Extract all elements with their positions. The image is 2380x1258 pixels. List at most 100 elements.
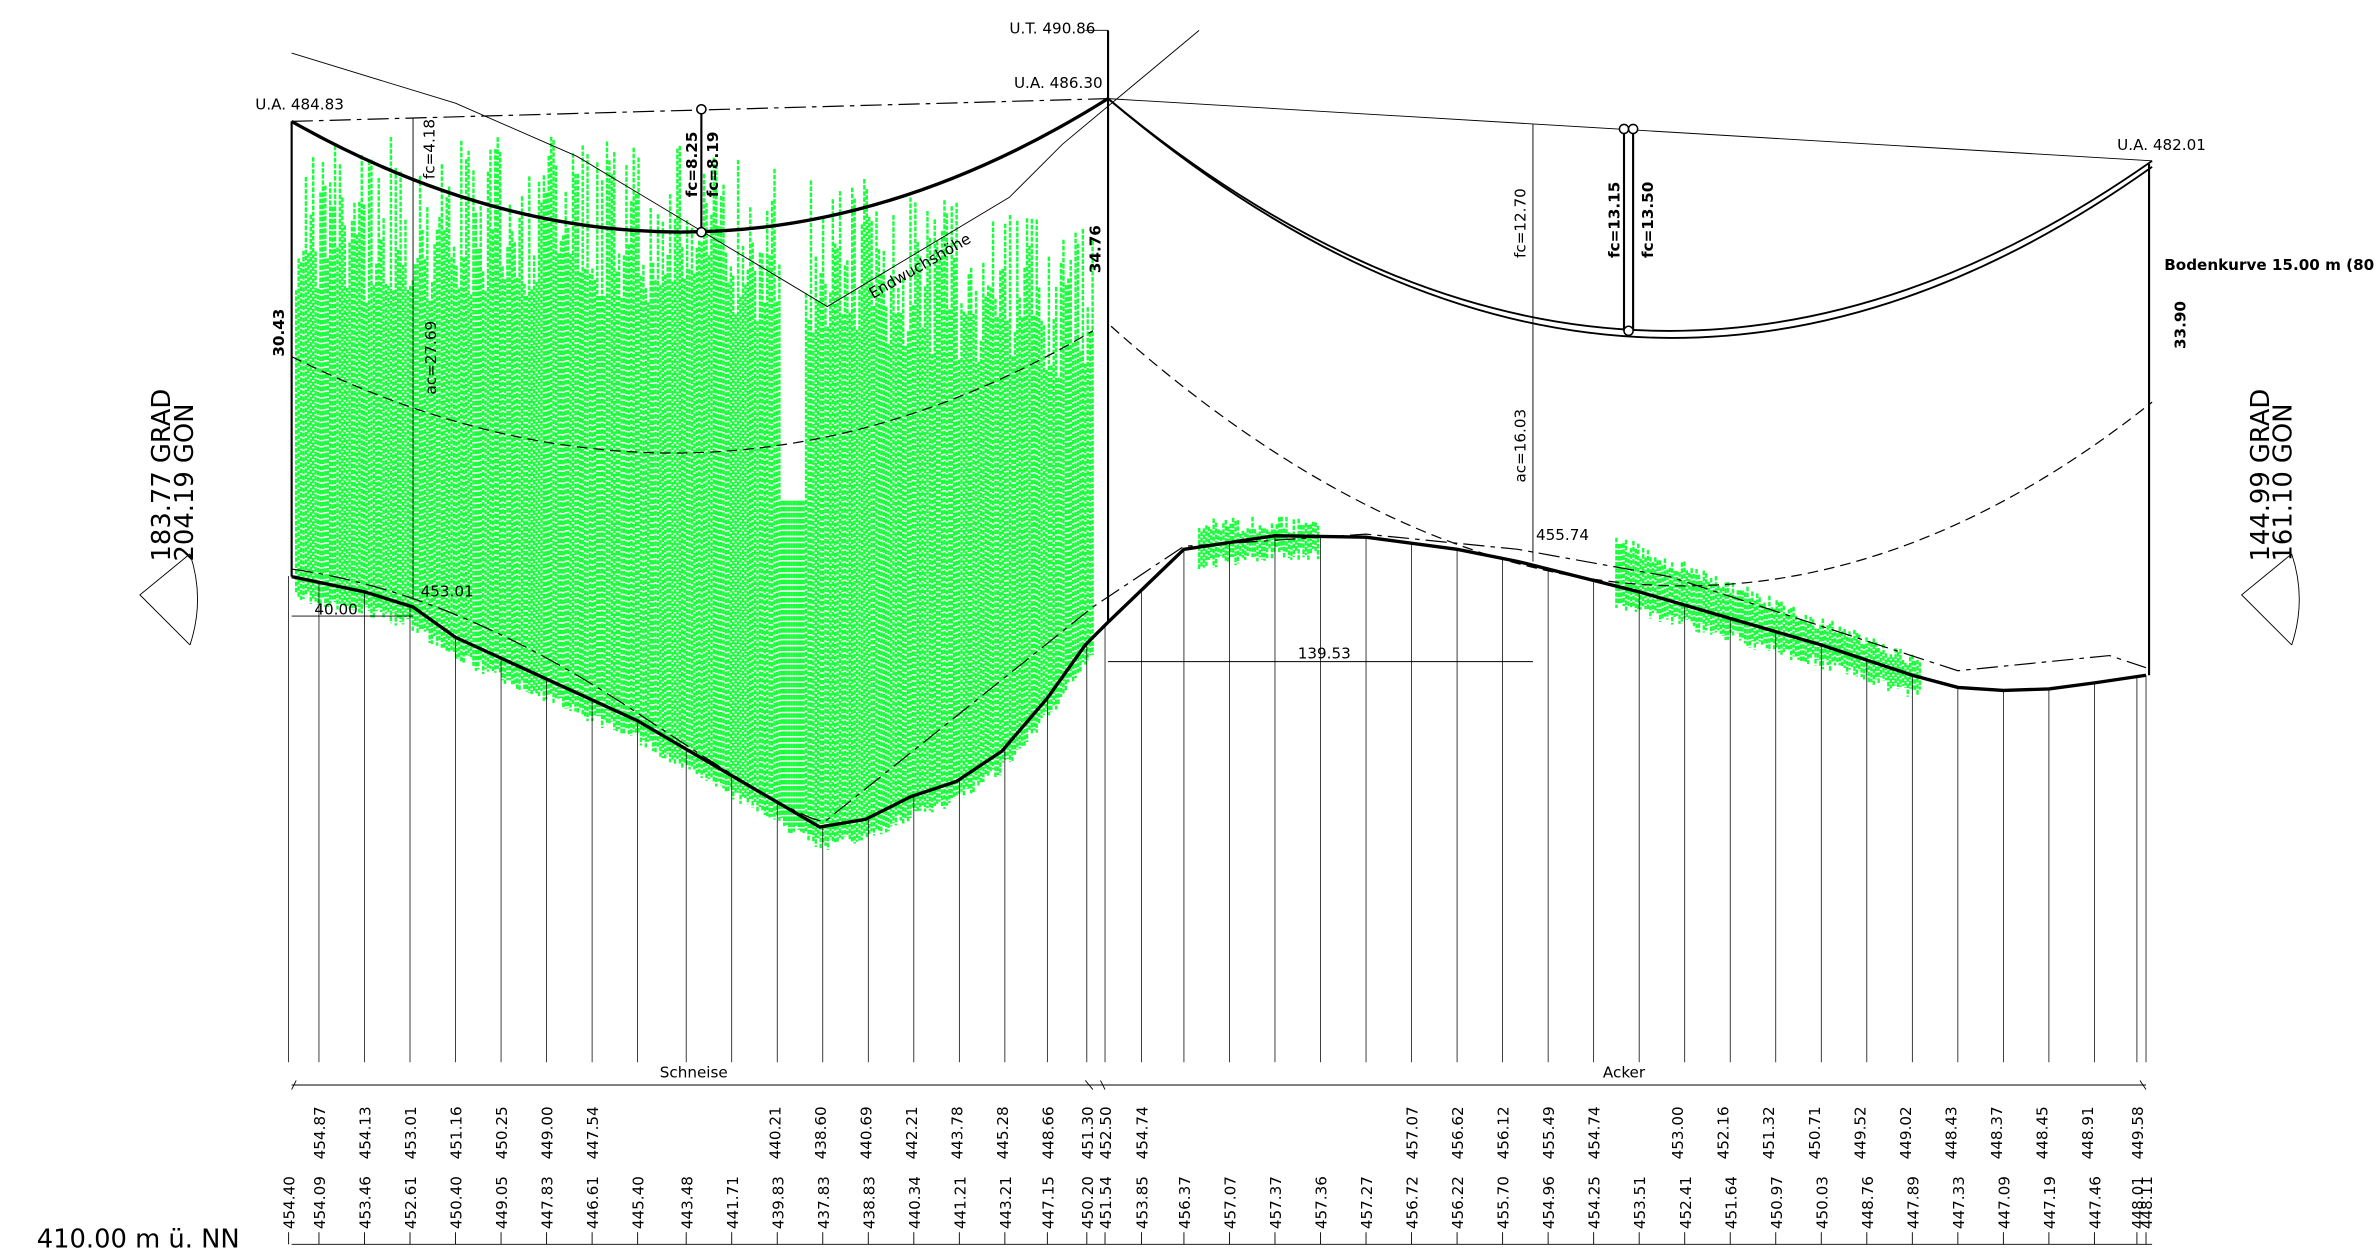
vegetation-height: 448.43 [1942,1106,1960,1159]
terrain-height: 440.34 [906,1176,924,1229]
terrain-height: 455.70 [1495,1176,1513,1229]
ground-curve-label: Bodenkurve 15.00 m (80 °C) [2164,256,2380,274]
terrain-height: 447.19 [2041,1176,2059,1229]
marker [696,226,707,238]
section-label: Acker [1603,1063,1646,1081]
angle-grad: 183.77 GRAD [147,389,177,562]
section-ticks [291,1080,2147,1090]
height-label: 33.90 [2171,301,2189,349]
terrain-height: 453.46 [357,1176,375,1229]
terrain-height: 447.89 [1904,1176,1922,1229]
vegetation-height: 449.58 [2129,1106,2147,1159]
sag-label: fc=8.25 [683,132,701,198]
terrain-height: 450.97 [1768,1176,1786,1229]
height-label: 30.43 [270,309,288,357]
vegetation-height: 456.62 [1449,1106,1467,1159]
point-label: 455.74 [1536,526,1589,544]
terrain-height: 447.83 [539,1176,557,1229]
section-label: Schneise [660,1063,728,1081]
vegetation-height: 449.52 [1851,1106,1869,1159]
dashdot-curve [291,533,2147,822]
terrain-height: 448.01 [2129,1176,2147,1229]
vegetation-height: 447.54 [584,1106,602,1159]
terrain-height: 457.07 [1222,1176,1240,1229]
height-label: 34.76 [1086,225,1104,273]
sag-label: ac=27.69 [422,321,440,395]
vegetation-height: 454.74 [1586,1106,1604,1159]
terrain-height: 447.33 [1950,1176,1968,1229]
terrain [291,534,2147,829]
sag-label: fc=13.50 [1639,182,1657,258]
vegetation-height: 454.87 [311,1106,329,1159]
conductor [1107,97,2153,339]
terrain-height: 452.61 [402,1176,420,1229]
vegetation-height: 449.00 [539,1106,557,1159]
marker [1618,123,1630,135]
ground-curve [291,330,1094,454]
terrain-height: 456.37 [1176,1176,1194,1229]
vegetation-height: 445.28 [994,1106,1012,1159]
terrain-height: 453.85 [1134,1176,1152,1229]
terrain-height: 443.48 [678,1176,696,1229]
terrain-height: 451.64 [1722,1176,1740,1229]
terrain-height: 456.72 [1404,1176,1422,1229]
terrain-height: 452.41 [1677,1176,1695,1229]
terrain-height: 450.03 [1813,1176,1831,1229]
vegetation-height: 443.78 [948,1106,966,1159]
angle-symbol [139,553,191,646]
ground-curve [1110,325,2153,587]
vegetation-height: 448.45 [2033,1106,2051,1159]
vegetation [294,136,1922,850]
terrain-height: 454.09 [311,1176,329,1229]
terrain-height: 448.11 [2138,1176,2156,1229]
sag-label: fc=8.19 [704,132,722,198]
vegetation-height: 456.12 [1495,1106,1513,1159]
vegetation-height: 454.74 [1134,1106,1152,1159]
terrain-height: 450.40 [448,1176,466,1229]
vegetation-height: 451.32 [1760,1106,1778,1159]
vegetation-height: 453.01 [402,1106,420,1159]
dimension: 139.53 [1298,645,1351,663]
sag-label: fc=13.15 [1605,182,1623,258]
support-label: U.A. 484.83 [255,95,344,113]
terrain-height: 447.09 [1995,1176,2013,1229]
marker [1627,123,1639,135]
vegetation-height: 440.21 [766,1106,784,1159]
vegetation-height: 438.60 [812,1106,830,1159]
vegetation-height: 440.69 [857,1106,875,1159]
vegetation-height: 450.71 [1806,1106,1824,1159]
terrain-height: 449.05 [493,1176,511,1229]
terrain-height: 438.83 [860,1176,878,1229]
terrain-height: 456.22 [1449,1176,1467,1229]
support-label: U.T. 490.86 [1009,19,1095,37]
sag-label: fc=12.70 [1511,188,1529,258]
terrain-height: 450.20 [1079,1176,1097,1229]
angle-gon: 161.10 GON [2269,404,2299,562]
vegetation-height: 454.13 [357,1106,375,1159]
angle-symbol [2240,553,2293,646]
terrain-height: 441.71 [724,1176,742,1229]
vegetation-height: 451.30 [1079,1106,1097,1159]
terrain-height: 448.76 [1859,1176,1877,1229]
datum-label: 410.00 m ü. NN [37,1224,240,1254]
terrain-height: 454.40 [281,1176,299,1229]
angle-grad: 144.99 GRAD [2246,389,2276,562]
vegetation-height: 452.50 [1097,1106,1115,1159]
vegetation-height: 451.16 [448,1106,466,1159]
terrain-height: 443.21 [997,1176,1015,1229]
terrain-height: 457.27 [1358,1176,1376,1229]
vegetation-height: 448.91 [2079,1106,2097,1159]
vegetation-height: 442.21 [903,1106,921,1159]
vegetation-height: 453.00 [1669,1106,1687,1159]
terrain-height: 454.25 [1586,1176,1604,1229]
sag-label: ac=16.03 [1511,409,1529,483]
terrain-height: 441.21 [951,1176,969,1229]
support-label: U.A. 486.30 [1014,74,1103,92]
point-label: 453.01 [421,582,474,600]
terrain-height: 454.96 [1540,1176,1558,1229]
vegetation-height: 448.37 [1988,1106,2006,1159]
terrain-height: 457.36 [1313,1176,1331,1229]
vegetation-height: 448.66 [1039,1106,1057,1159]
